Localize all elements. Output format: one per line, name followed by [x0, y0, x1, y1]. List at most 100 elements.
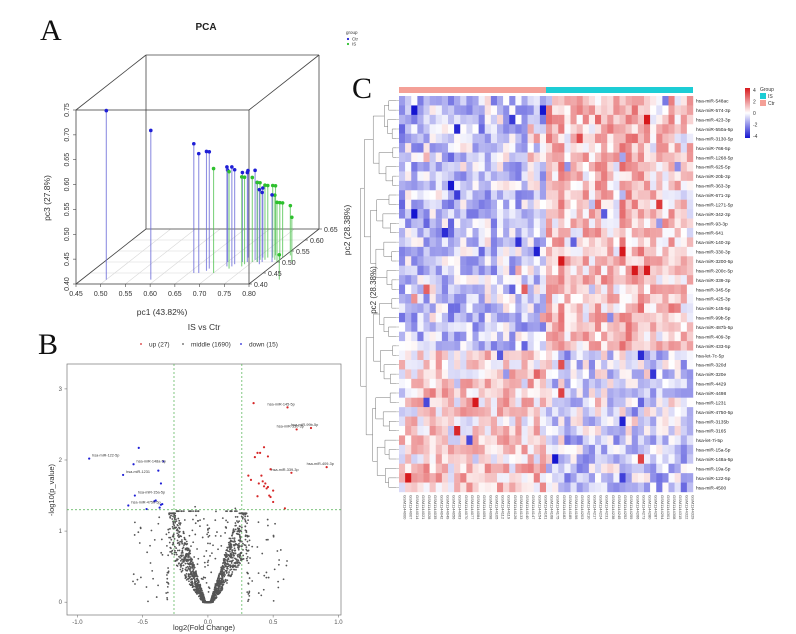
heatmap-cell: [613, 331, 620, 342]
heatmap-annotation-ctr: [399, 87, 546, 93]
volcano-point-middle: [197, 595, 200, 598]
volcano-point-middle: [221, 576, 224, 579]
heatmap-cell: [411, 256, 418, 266]
heatmap-cell: [588, 369, 596, 380]
heatmap-cell: [644, 133, 651, 144]
volcano-point-middle: [245, 552, 248, 555]
heatmap-cell: [435, 246, 443, 257]
volcano-point-middle: [207, 591, 210, 593]
heatmap-cell: [601, 454, 608, 464]
volcano-point-middle: [170, 514, 172, 517]
heatmap-cell: [429, 482, 436, 493]
volcano-point-middle: [173, 524, 176, 527]
heatmap-cell: [497, 162, 504, 172]
heatmap-cell: [637, 114, 645, 125]
heatmap-cell: [631, 360, 639, 370]
heatmap-cell: [601, 444, 608, 455]
heatmap-cell: [674, 171, 681, 182]
heatmap-cell: [454, 378, 461, 389]
panel-label-b: B: [38, 328, 59, 361]
heatmap-cell: [619, 133, 626, 144]
heatmap-cell: [644, 303, 651, 314]
heatmap-cell: [674, 482, 681, 493]
heatmap-cell: [546, 199, 553, 210]
pca-point-is: [280, 201, 285, 205]
heatmap-cell: [460, 228, 467, 238]
heatmap-cell: [423, 360, 430, 370]
heatmap-cell: [509, 463, 516, 474]
heatmap-cell: [503, 171, 510, 182]
heatmap-cell: [478, 369, 485, 380]
heatmap-cell: [478, 312, 485, 323]
volcano-point-middle: [208, 527, 211, 530]
heatmap-cell: [478, 463, 485, 474]
heatmap-cell: [460, 303, 467, 314]
heatmap-cell: [595, 256, 602, 266]
heatmap-cell: [454, 303, 461, 314]
volcano-point-middle: [187, 577, 190, 580]
heatmap-cell: [644, 105, 651, 116]
heatmap-cell: [472, 360, 479, 370]
heatmap-cell: [509, 237, 516, 248]
heatmap-cell: [515, 312, 522, 323]
heatmap-cell: [423, 473, 430, 483]
heatmap-cell: [539, 96, 547, 106]
volcano-point-middle: [228, 571, 230, 573]
heatmap-cell: [484, 246, 492, 257]
heatmap-cell: [441, 350, 449, 361]
volcano-point-middle: [133, 521, 136, 524]
heatmap-cell: [644, 454, 651, 464]
heatmap-cell: [527, 454, 534, 464]
heatmap-cell: [441, 378, 449, 389]
heatmap-cell: [466, 133, 473, 144]
heatmap-cell: [441, 444, 449, 455]
volcano-point-middle: [178, 531, 181, 534]
heatmap-cell: [637, 426, 645, 436]
heatmap-cell: [515, 482, 522, 493]
heatmap-cell: [607, 246, 614, 257]
volcano-point-middle: [224, 578, 227, 581]
heatmap-cell: [429, 171, 436, 182]
heatmap-cell: [527, 331, 534, 342]
heatmap-column-label: GSM1144210: [586, 495, 591, 520]
pca-z-tick-label: 0.40: [254, 282, 268, 289]
heatmap-cell: [588, 388, 596, 398]
heatmap-cell: [503, 444, 510, 455]
heatmap-cell: [613, 407, 620, 417]
heatmap-cell: [399, 105, 406, 116]
heatmap-cell: [429, 435, 436, 446]
heatmap-cell: [429, 265, 436, 276]
heatmap-cell: [435, 294, 443, 304]
heatmap-cell: [490, 265, 498, 276]
heatmap-cell: [399, 388, 406, 398]
heatmap-row-label: hsa-miR-330-3p: [696, 250, 731, 256]
heatmap-cell: [490, 218, 498, 229]
heatmap-row-label: hsa-miR-550a-5p: [696, 127, 733, 133]
heatmap-cell: [564, 407, 571, 417]
heatmap-cell: [613, 114, 620, 125]
heatmap-cell: [509, 397, 516, 408]
heatmap-cell: [405, 388, 412, 398]
heatmap-cell: [613, 275, 620, 285]
heatmap-cell: [576, 360, 583, 370]
heatmap-cell: [399, 350, 406, 361]
heatmap-cell: [527, 275, 534, 285]
heatmap-cell: [564, 463, 571, 474]
heatmap-cell: [527, 341, 534, 351]
volcano-point-middle: [219, 580, 222, 582]
heatmap-cell: [448, 171, 455, 182]
heatmap-cell: [472, 114, 479, 125]
heatmap-cell: [472, 256, 479, 266]
heatmap-row-label: hsa-miR-145-5p: [696, 306, 731, 312]
heatmap-cell: [478, 152, 485, 163]
heatmap-cell: [478, 407, 485, 417]
heatmap-cell: [484, 463, 492, 474]
heatmap-cell: [619, 294, 626, 304]
heatmap-cell: [552, 218, 559, 229]
heatmap-cell: [503, 114, 510, 125]
heatmap-cell: [478, 322, 485, 332]
heatmap-column-label: GSM1144273: [641, 495, 646, 520]
volcano-point-middle: [184, 574, 187, 577]
volcano-point-middle: [182, 530, 185, 533]
